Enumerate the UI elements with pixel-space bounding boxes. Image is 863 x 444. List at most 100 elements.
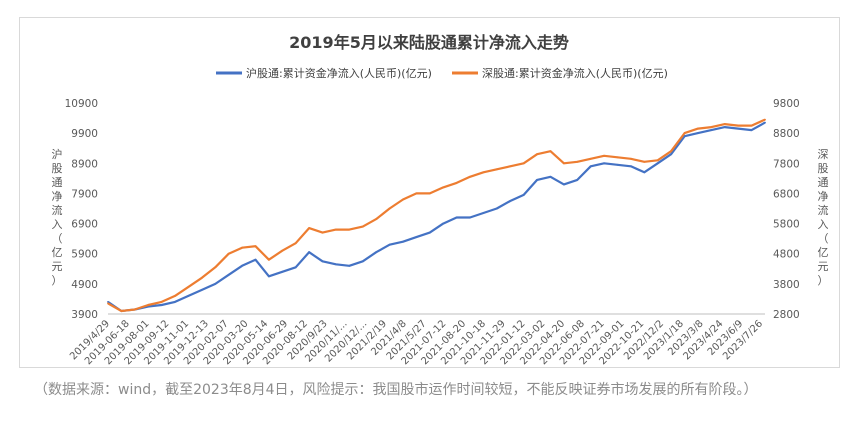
series-1-point [201, 289, 203, 291]
series-2-point [616, 156, 619, 159]
y-left-tick-5: 8900 [71, 158, 98, 170]
legend-label-2: 深股通:累计资金净流入(人民币)(亿元) [482, 66, 668, 80]
series-2-point [308, 227, 310, 230]
footnote: （数据来源：wind，截至2023年8月4日，风险提示：我国股市运作时间较短，不… [34, 382, 758, 398]
series-2-point [241, 246, 244, 249]
series-1-point [764, 121, 766, 124]
series-1-point [683, 135, 686, 138]
series-1-point [697, 132, 699, 134]
series-2-point [683, 132, 686, 134]
series-2-point [133, 308, 136, 311]
series-1-point [107, 301, 109, 303]
series-1-point [630, 165, 632, 168]
series-1-point [643, 171, 646, 174]
series-2-point [710, 126, 713, 128]
series-2-point [388, 207, 391, 210]
series-2-point [509, 165, 512, 168]
y-right-tick-1: 3800 [773, 279, 800, 291]
series-1-point [281, 270, 284, 273]
series-1-point [348, 264, 351, 267]
series-1-point [549, 175, 552, 178]
series-1-point [723, 126, 726, 128]
y-right-tick-6: 8800 [773, 128, 800, 140]
series-2-point [549, 150, 552, 153]
series-2-point [482, 171, 485, 174]
series-1-point [402, 240, 404, 243]
y-left-tick-1: 4900 [71, 279, 98, 291]
series-1-point [522, 194, 525, 196]
y-right-tick-0: 2800 [773, 309, 800, 321]
series-1-point [455, 216, 458, 219]
series-2-point [120, 310, 123, 312]
series-2-point [428, 192, 431, 195]
series-2-point [201, 276, 203, 279]
series-2-point [281, 249, 284, 252]
series-2-point [254, 245, 257, 248]
y-left-tick-3: 6900 [71, 219, 98, 231]
series-1-point [241, 264, 244, 267]
series-2-point [348, 228, 351, 231]
series-2-point [670, 150, 672, 153]
series-1-point [469, 216, 471, 219]
series-2-point [294, 242, 297, 245]
y-left-tick-4: 7900 [71, 188, 98, 200]
series-2-point [737, 124, 740, 127]
svg-text:沪股通净流入（亿元）: 沪股通净流入（亿元） [52, 147, 63, 287]
series-2-point [268, 258, 270, 261]
y-right-tick-4: 6800 [773, 188, 800, 200]
series-1-point [187, 295, 190, 297]
series-2-point [723, 123, 726, 125]
series-2-point [160, 301, 163, 303]
y-left-tick-2: 5900 [71, 249, 98, 261]
series-1-point [670, 153, 672, 156]
series-2-point [455, 182, 458, 184]
series-2-point [107, 302, 109, 305]
y-right-axis-title: 深股通净流入（亿元） [818, 148, 829, 287]
series-1-point [536, 179, 538, 181]
series-2-point [656, 159, 659, 162]
series-1-point [308, 251, 310, 254]
series-1-point [589, 165, 592, 168]
series-1-point [656, 162, 659, 165]
series-line-1 [107, 121, 766, 313]
series-1-point [227, 273, 230, 276]
series-2-point [187, 286, 190, 288]
series-1-point [576, 179, 579, 181]
series-2-point [375, 218, 378, 221]
svg-text:深股通净流入（亿元）: 深股通净流入（亿元） [818, 148, 829, 287]
series-1-point [254, 258, 257, 261]
series-1-point [442, 222, 445, 225]
series-1-point [388, 243, 391, 246]
y-right-tick-2: 4800 [773, 249, 800, 261]
series-2-point [576, 160, 579, 163]
series-2-point [495, 168, 498, 171]
series-layer [107, 118, 766, 313]
series-1-point [603, 162, 605, 165]
series-1-point [750, 129, 753, 131]
series-2-point [227, 252, 230, 255]
series-1-point [321, 260, 324, 263]
series-line-2 [107, 118, 766, 313]
series-1-point [737, 127, 740, 130]
series-1-point [415, 236, 418, 239]
y-left-tick-7: 10900 [65, 98, 98, 110]
y-left-tick-0: 3900 [71, 309, 98, 321]
series-1-point [509, 200, 512, 202]
series-2-point [335, 228, 337, 231]
series-1-point [482, 212, 485, 214]
y-left-tick-6: 9900 [71, 128, 98, 140]
series-2-point [697, 127, 699, 130]
series-1-point [616, 163, 619, 166]
series-1-point [294, 266, 297, 269]
series-2-point [415, 192, 418, 195]
chart-frame: 2019年5月以来陆股通累计净流入走势 沪股通:累计资金净流入(人民币)(亿元)… [19, 17, 840, 368]
series-2-point [402, 198, 404, 201]
series-2-point [522, 162, 525, 165]
series-2-point [214, 266, 217, 269]
series-2-point [469, 175, 471, 178]
series-2-point [643, 160, 646, 163]
series-2-point [764, 118, 766, 121]
series-2-point [321, 231, 324, 234]
series-2-point [630, 157, 632, 160]
series-1-point [160, 304, 163, 306]
